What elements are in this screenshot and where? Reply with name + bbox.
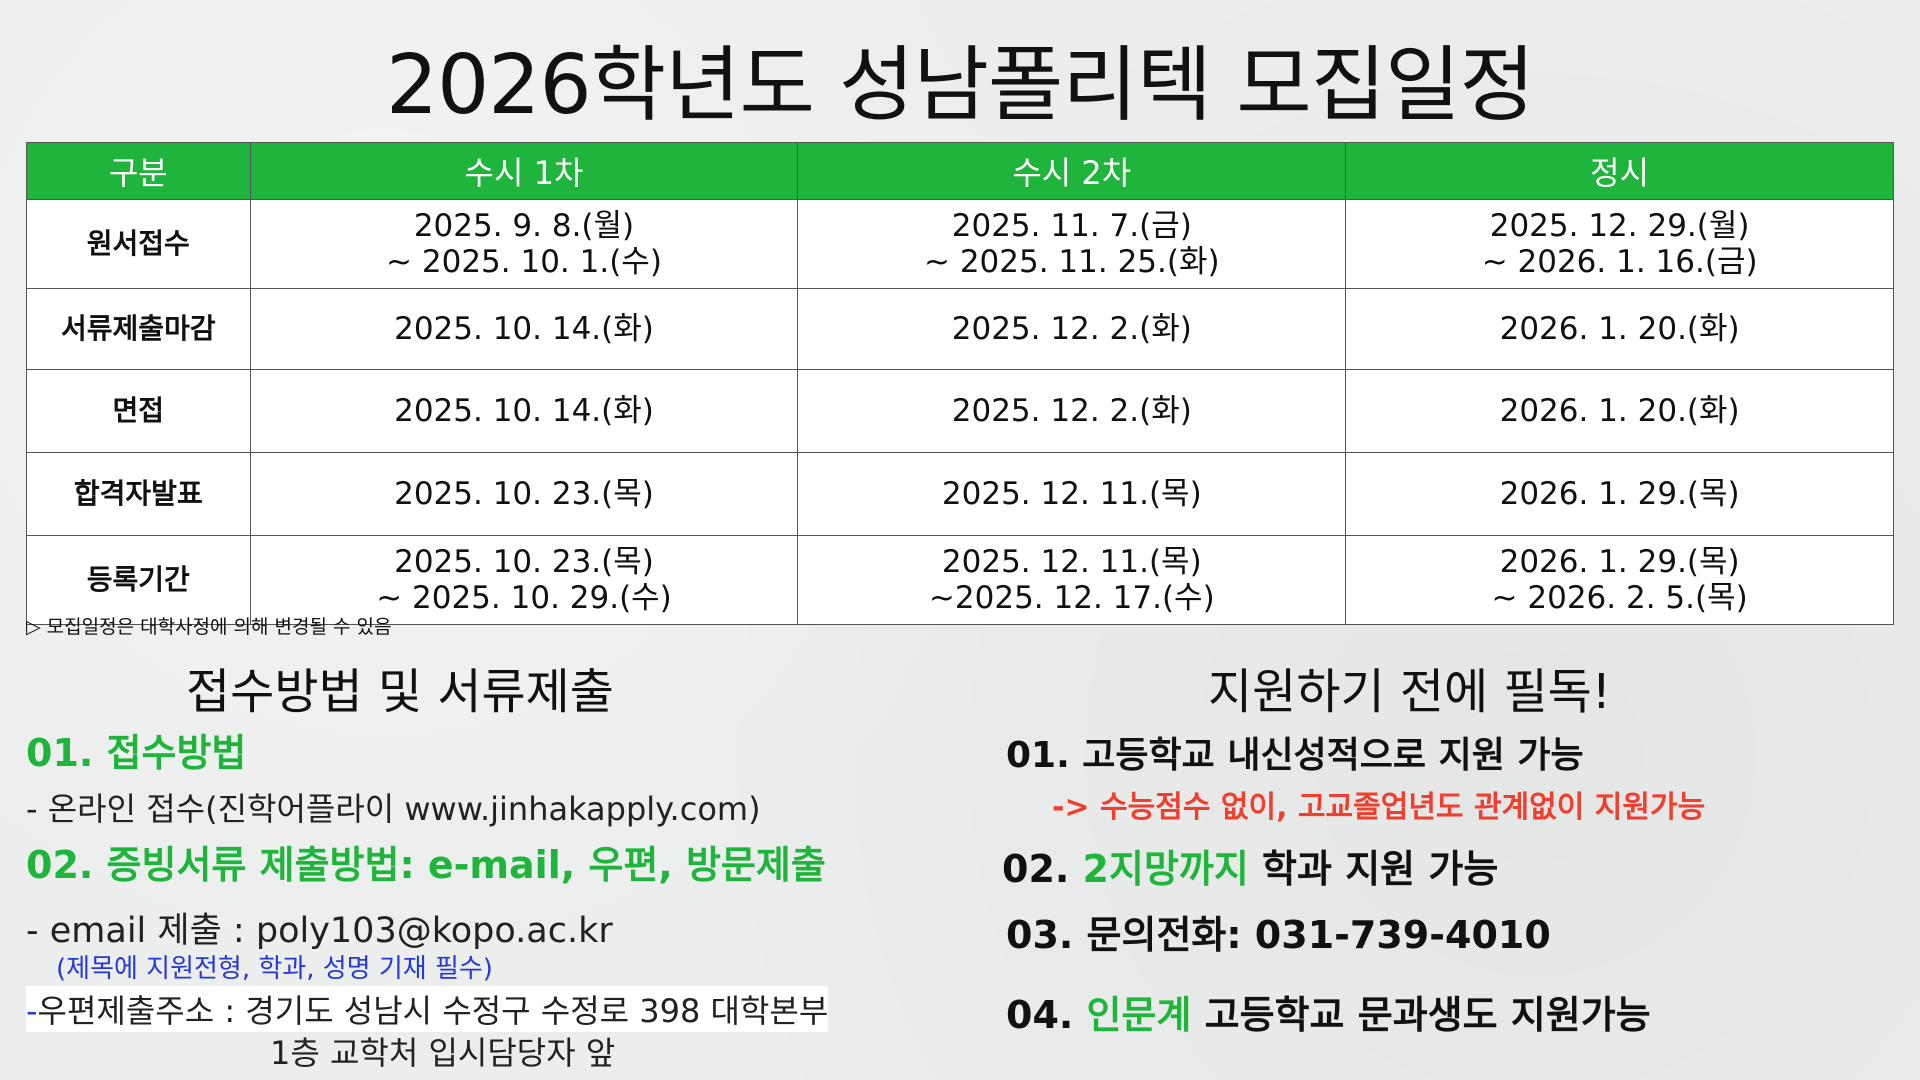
table-cell: 2025. 10. 23.(목) xyxy=(249,452,799,536)
header-early-1: 수시 1차 xyxy=(249,142,799,200)
header-early-2: 수시 2차 xyxy=(797,142,1347,200)
table-cell: 2025. 9. 8.(월) ~ 2025. 10. 1.(수) xyxy=(249,199,799,289)
row-label: 면접 xyxy=(26,369,251,453)
table-row: 원서접수 2025. 9. 8.(월) ~ 2025. 10. 1.(수) 202… xyxy=(26,199,1894,289)
left-heading: 접수방법 및 서류제출 xyxy=(186,664,614,720)
email-line: - email 제출 : poly103@kopo.ac.kr xyxy=(26,911,613,951)
schedule-note: ▷ 모집일정은 대학사정에 의해 변경될 수 있음 xyxy=(26,616,392,638)
table-cell: 2025. 12. 29.(월) ~ 2026. 1. 16.(금) xyxy=(1345,199,1894,289)
table-cell: 2025. 10. 14.(화) xyxy=(249,369,799,453)
row-label: 합격자발표 xyxy=(26,452,251,536)
table-cell: 2026. 1. 29.(목) ~ 2026. 2. 5.(목) xyxy=(1345,535,1894,625)
notice-item-3-phone: 03. 문의전화: 031-739-4010 xyxy=(1006,913,1551,957)
post-address-line: -우편제출주소 : 경기도 성남시 수정구 수정로 398 대학본부 xyxy=(26,986,829,1032)
table-cell: 2025. 10. 14.(화) xyxy=(249,288,799,370)
notice-item-4: 04. 인문계 고등학교 문과생도 지원가능 xyxy=(1006,993,1651,1037)
schedule-table: 구분 수시 1차 수시 2차 정시 원서접수 2025. 9. 8.(월) ~ 2… xyxy=(26,142,1894,625)
row-label: 원서접수 xyxy=(26,199,251,289)
table-cell: 2025. 11. 7.(금) ~ 2025. 11. 25.(화) xyxy=(797,199,1347,289)
page-title: 2026학년도 성남폴리텍 모집일정 xyxy=(385,38,1535,133)
table-cell: 2026. 1. 20.(화) xyxy=(1345,288,1894,370)
table-row: 등록기간 2025. 10. 23.(목) ~ 2025. 10. 29.(수) … xyxy=(26,535,1894,625)
right-heading: 지원하기 전에 필독! xyxy=(1208,664,1612,720)
table-row: 서류제출마감 2025. 10. 14.(화) 2025. 12. 2.(화) … xyxy=(26,288,1894,370)
apply-method-desc: - 온라인 접수(진학어플라이 www.jinhakapply.com) xyxy=(26,790,761,828)
notice-item-1-sub: -> 수능점수 없이, 고교졸업년도 관계없이 지원가능 xyxy=(1052,790,1706,825)
notice-item-1: 01. 고등학교 내신성적으로 지원 가능 xyxy=(1006,735,1584,776)
notice-item-2: 02. 2지망까지 학과 지원 가능 xyxy=(1002,847,1499,891)
table-cell: 2026. 1. 20.(화) xyxy=(1345,369,1894,453)
table-row: 면접 2025. 10. 14.(화) 2025. 12. 2.(화) 2026… xyxy=(26,369,1894,453)
row-label: 등록기간 xyxy=(26,535,251,625)
table-cell: 2026. 1. 29.(목) xyxy=(1345,452,1894,536)
apply-method-title: 01. 접수방법 xyxy=(26,731,247,775)
table-header-row: 구분 수시 1차 수시 2차 정시 xyxy=(26,142,1894,200)
table-cell: 2025. 12. 2.(화) xyxy=(797,288,1347,370)
document-method-title: 02. 증빙서류 제출방법: e-mail, 우편, 방문제출 xyxy=(26,843,826,887)
post-address-line-2: 1층 교학처 입시담당자 앞 xyxy=(270,1034,616,1072)
table-cell: 2025. 12. 11.(목) ~2025. 12. 17.(수) xyxy=(797,535,1347,625)
header-category: 구분 xyxy=(26,142,251,200)
header-regular: 정시 xyxy=(1345,142,1894,200)
table-cell: 2025. 10. 23.(목) ~ 2025. 10. 29.(수) xyxy=(249,535,799,625)
table-cell: 2025. 12. 2.(화) xyxy=(797,369,1347,453)
table-cell: 2025. 12. 11.(목) xyxy=(797,452,1347,536)
row-label: 서류제출마감 xyxy=(26,288,251,370)
table-row: 합격자발표 2025. 10. 23.(목) 2025. 12. 11.(목) … xyxy=(26,452,1894,536)
email-note: (제목에 지원전형, 학과, 성명 기재 필수) xyxy=(56,954,493,984)
